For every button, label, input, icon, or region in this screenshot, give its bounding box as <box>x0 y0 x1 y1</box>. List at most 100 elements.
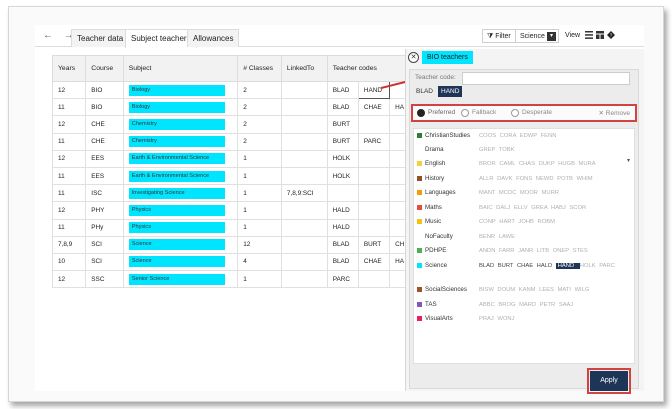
teacher-code-cell[interactable] <box>357 184 391 203</box>
teacher-code-cell[interactable] <box>389 166 406 186</box>
cell-years: 10 <box>51 252 87 272</box>
table-row[interactable]: 10 SCI Science 4 BLAD CHAE HA <box>51 252 406 272</box>
teacher-code[interactable]: PARC <box>599 263 615 269</box>
faculty-teacher-codes[interactable]: CONP HART JOHB ROBM <box>479 219 555 225</box>
table-row[interactable]: 11 ISC Investigating Science 1 7,8,9:SCI <box>51 184 406 203</box>
teacher-code-cell[interactable] <box>326 184 359 203</box>
teacher-code-cell[interactable]: CHAE <box>357 252 391 272</box>
teacher-code-cell[interactable]: HAND <box>357 80 391 100</box>
teacher-code[interactable]: HAND <box>555 263 580 269</box>
subject-tag: Senior Science <box>128 273 225 285</box>
teacher-code[interactable]: BURT <box>497 263 517 269</box>
teacher-code-cell[interactable]: BURT <box>357 235 391 254</box>
teacher-code-cell[interactable] <box>357 201 391 220</box>
tab-allowances[interactable]: Allowances <box>187 29 240 47</box>
teacher-code-cell[interactable]: HALD <box>326 201 359 220</box>
teacher-code-cell[interactable]: BURT <box>326 115 359 134</box>
cell-course: CHE <box>85 132 124 151</box>
grid-view-icon[interactable] <box>596 31 604 39</box>
faculty-teacher-codes[interactable]: MANT MCDC MOOR MURR <box>479 190 559 196</box>
table-row[interactable]: 11 EES Earth & Environmental Science 1 HOLK <box>51 166 406 186</box>
teacher-code-cell[interactable]: BURT <box>326 132 359 151</box>
faculty-teacher-codes[interactable]: GREP TOBK <box>479 147 515 153</box>
teacher-code-cell[interactable] <box>389 270 406 289</box>
teacher-code-cell[interactable]: HOLK <box>326 149 359 168</box>
teacher-code-cell[interactable] <box>357 270 391 289</box>
teacher-code-cell[interactable]: HA <box>389 98 406 117</box>
subject-tag: Science <box>128 239 225 251</box>
selected-code-chip-highlighted[interactable]: HAND <box>438 86 463 97</box>
faculty-color-swatch <box>417 234 422 239</box>
table-row[interactable]: 7,8,9 SCI Science 12 BLAD BURT CH <box>51 235 406 254</box>
faculty-teacher-codes[interactable]: PRAJ WONJ <box>479 316 515 322</box>
subject-tag: Biology <box>128 84 225 96</box>
teacher-code-cell[interactable]: BLAD <box>326 252 359 272</box>
teacher-code-cell[interactable]: PARC <box>357 132 391 151</box>
tab-teacher-data[interactable]: Teacher data <box>71 29 130 47</box>
fallback-radio[interactable] <box>461 109 469 117</box>
filter-button[interactable]: ⧩ Filter <box>482 29 516 43</box>
teacher-code-cell[interactable]: BLAD <box>326 98 359 117</box>
table-row[interactable]: 12 CHE Chemistry 2 BURT <box>51 115 406 134</box>
teacher-code-cell[interactable] <box>357 149 391 168</box>
faculty-teacher-codes[interactable]: COOS CORA EDWP FENN <box>479 133 557 139</box>
list-view-icon[interactable] <box>585 31 593 39</box>
faculty-teacher-codes[interactable]: ANDN FARR JANR LITB ONEP STES <box>479 248 588 254</box>
teacher-code-cell[interactable]: BLAD <box>326 235 359 254</box>
close-icon: ✕ <box>598 110 606 117</box>
faculty-teacher-codes[interactable]: BROR CAML CHAS DUKP HUGB MURA <box>479 161 596 167</box>
chevron-down-icon[interactable]: ▾ <box>626 158 630 164</box>
desperate-radio[interactable] <box>511 109 519 117</box>
teacher-code-cell[interactable]: HA <box>389 252 406 272</box>
teacher-code-cell[interactable] <box>389 132 406 151</box>
table-row[interactable]: 12 SSC Senior Science 1 PARC <box>51 270 406 289</box>
teacher-code[interactable]: HALD <box>536 263 556 269</box>
teacher-code-cell[interactable]: CH <box>389 235 406 254</box>
teacher-code[interactable]: BLAD <box>479 263 498 269</box>
teacher-code-cell[interactable]: HALD <box>326 218 359 237</box>
help-icon[interactable]: ? <box>607 31 615 39</box>
teacher-code-cell[interactable]: CHAE <box>357 98 391 117</box>
preferred-radio[interactable] <box>417 109 425 117</box>
teacher-code-cell[interactable]: HOLK <box>326 166 359 186</box>
teacher-code[interactable]: CHAE <box>516 263 537 269</box>
faculty-select[interactable]: Science ▾ <box>515 29 559 43</box>
cell-classes: 4 <box>237 252 282 272</box>
faculty-teacher-codes-science[interactable]: BLAD BURT CHAE HALD HAND HOLK PARC <box>479 262 629 271</box>
teacher-code[interactable]: HOLK <box>579 263 600 269</box>
table-row[interactable]: 12 PHY Physics 1 HALD <box>51 201 406 220</box>
fallback-label: Fallback <box>472 109 497 116</box>
teacher-code-cell[interactable] <box>389 218 406 237</box>
teacher-code-cell[interactable] <box>357 166 391 186</box>
faculty-teacher-codes[interactable]: ABBC BROG MARD PETR SAAJ <box>479 302 574 308</box>
faculty-teacher-codes[interactable]: BISW DOUM KANM LEES MATI WILG <box>479 287 590 293</box>
faculty-teacher-codes[interactable]: ALLR DAVK FONS NEWD POTB WHIM <box>479 176 593 182</box>
table-row[interactable]: 12 BIO Biology 2 BLAD HAND <box>51 80 406 100</box>
nav-arrows[interactable]: ← → <box>43 30 78 41</box>
cell-classes: 1 <box>237 201 282 220</box>
tab-subject-teachers[interactable]: Subject teachers <box>125 29 197 48</box>
teacher-code-cell[interactable] <box>389 149 406 168</box>
teacher-code-cell[interactable] <box>389 201 406 220</box>
teacher-code-cell[interactable] <box>357 218 391 237</box>
teacher-code-input[interactable] <box>462 72 630 85</box>
table-row[interactable]: 11 PHy Physics 1 HALD <box>51 218 406 237</box>
teacher-code-cell[interactable]: BLAD <box>326 80 359 100</box>
table-row[interactable]: 11 CHE Chemistry 2 BURT PARC <box>51 132 406 151</box>
teacher-code-cell[interactable] <box>389 184 406 203</box>
apply-highlight: Apply <box>587 368 631 394</box>
teacher-code-cell[interactable] <box>389 115 406 134</box>
close-icon[interactable]: ✕ <box>408 52 419 63</box>
faculty-color-swatch <box>417 219 422 224</box>
teacher-code-cell[interactable]: PARC <box>326 270 359 289</box>
table-row[interactable]: 12 EES Earth & Environmental Science 1 HOLK <box>51 149 406 168</box>
cell-linkedto: 7,8,9:SCI <box>280 184 328 203</box>
apply-button[interactable]: Apply <box>590 371 628 391</box>
priority-options: Preferred Fallback Desperate ✕ Remove <box>411 104 637 122</box>
faculty-teacher-codes[interactable]: BAIC DALJ ELLV GREA HABJ SCOR <box>479 205 587 211</box>
teacher-code-cell[interactable] <box>357 115 391 134</box>
selected-code-chip[interactable]: BLAD <box>416 88 433 95</box>
remove-button[interactable]: ✕ Remove <box>599 109 630 117</box>
faculty-teacher-codes[interactable]: BENR LAWE <box>479 234 515 240</box>
table-row[interactable]: 11 BIO Biology 2 BLAD CHAE HA <box>51 98 406 117</box>
